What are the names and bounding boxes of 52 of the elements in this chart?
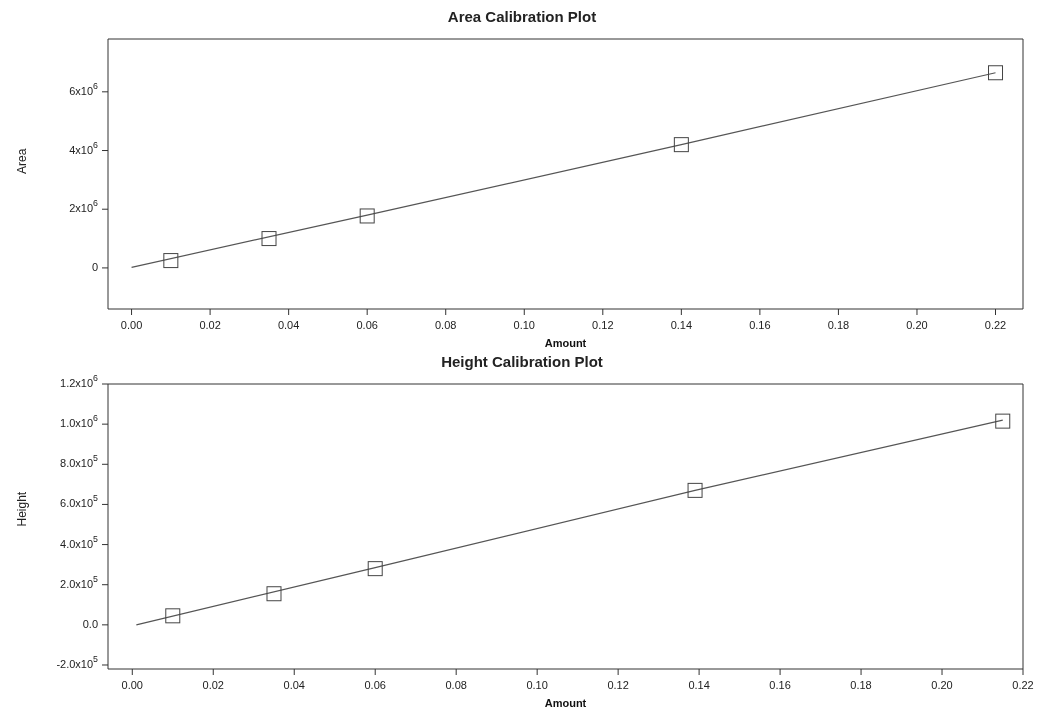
x-tick-label: 0.14	[688, 679, 710, 691]
x-tick-label: 0.20	[906, 319, 928, 331]
point	[261, 231, 277, 247]
x-tick-label: 0.10	[526, 679, 548, 691]
x-tick-label: 0.18	[827, 319, 850, 331]
y-tick-label: 6x10$^{6}$	[69, 81, 99, 97]
x-tick-label: 0.12	[607, 679, 629, 691]
x-tick-label: 0.20	[931, 679, 953, 691]
x-tick-label: 0.16	[749, 319, 771, 331]
y-tick-label: 0.0	[82, 617, 98, 630]
x-tick-label: 0.16	[769, 679, 791, 691]
x-tick-label: 0.22	[984, 319, 1007, 331]
x-tick-label: 0.08	[445, 679, 467, 691]
x-tick-label: 0.06	[356, 319, 378, 331]
x-tick-label: 0.02	[199, 319, 221, 331]
x-tick-label: 0.18	[850, 679, 872, 691]
y-tick-label: 4x10$^{6}$	[69, 139, 99, 156]
x-tick-label: 0.22	[1012, 679, 1034, 691]
point	[687, 482, 703, 498]
y-axis-title: Area	[15, 148, 30, 174]
x-tick-label: 0.08	[435, 319, 457, 331]
x-tick-label: 0.00	[121, 679, 143, 691]
y-tick-label: 6.0x10$^{5}$	[60, 493, 99, 510]
x-axis-title: Amount	[544, 337, 587, 349]
y-tick-label: 1.2x10$^{6}$	[60, 373, 99, 389]
point	[673, 137, 689, 153]
point	[266, 586, 282, 602]
x-tick-label: 0.14	[670, 319, 693, 331]
point	[995, 413, 1011, 429]
y-tick-label: 0	[91, 260, 98, 273]
point	[163, 253, 179, 269]
point	[359, 208, 375, 224]
x-tick-label: 0.10	[513, 319, 535, 331]
point	[367, 561, 383, 577]
x-tick-label: 0.02	[202, 679, 224, 691]
x-tick-label: 0.00	[120, 319, 143, 331]
y-tick-label: 8.0x10$^{5}$	[60, 453, 99, 470]
y-axis-title: Height	[15, 491, 30, 527]
y-tick-label: -2.0x10$^{5}$	[56, 654, 99, 670]
x-tick-label: 0.04	[283, 679, 305, 691]
point	[988, 65, 1004, 81]
chart-title: Area Calibration Plot	[446, 8, 598, 27]
y-tick-label: 4.0x10$^{5}$	[60, 533, 99, 550]
x-axis-title: Amount	[544, 697, 587, 709]
y-tick-label: 2.0x10$^{5}$	[60, 574, 99, 590]
point	[165, 608, 181, 624]
chart-title: Height Calibration Plot	[440, 353, 604, 372]
x-tick-label: 0.12	[592, 319, 614, 331]
x-tick-label: 0.06	[364, 679, 386, 691]
y-tick-label: 2x10$^{6}$	[69, 198, 99, 215]
y-tick-label: 1.0x10$^{6}$	[60, 413, 99, 430]
x-tick-label: 0.04	[277, 319, 300, 331]
